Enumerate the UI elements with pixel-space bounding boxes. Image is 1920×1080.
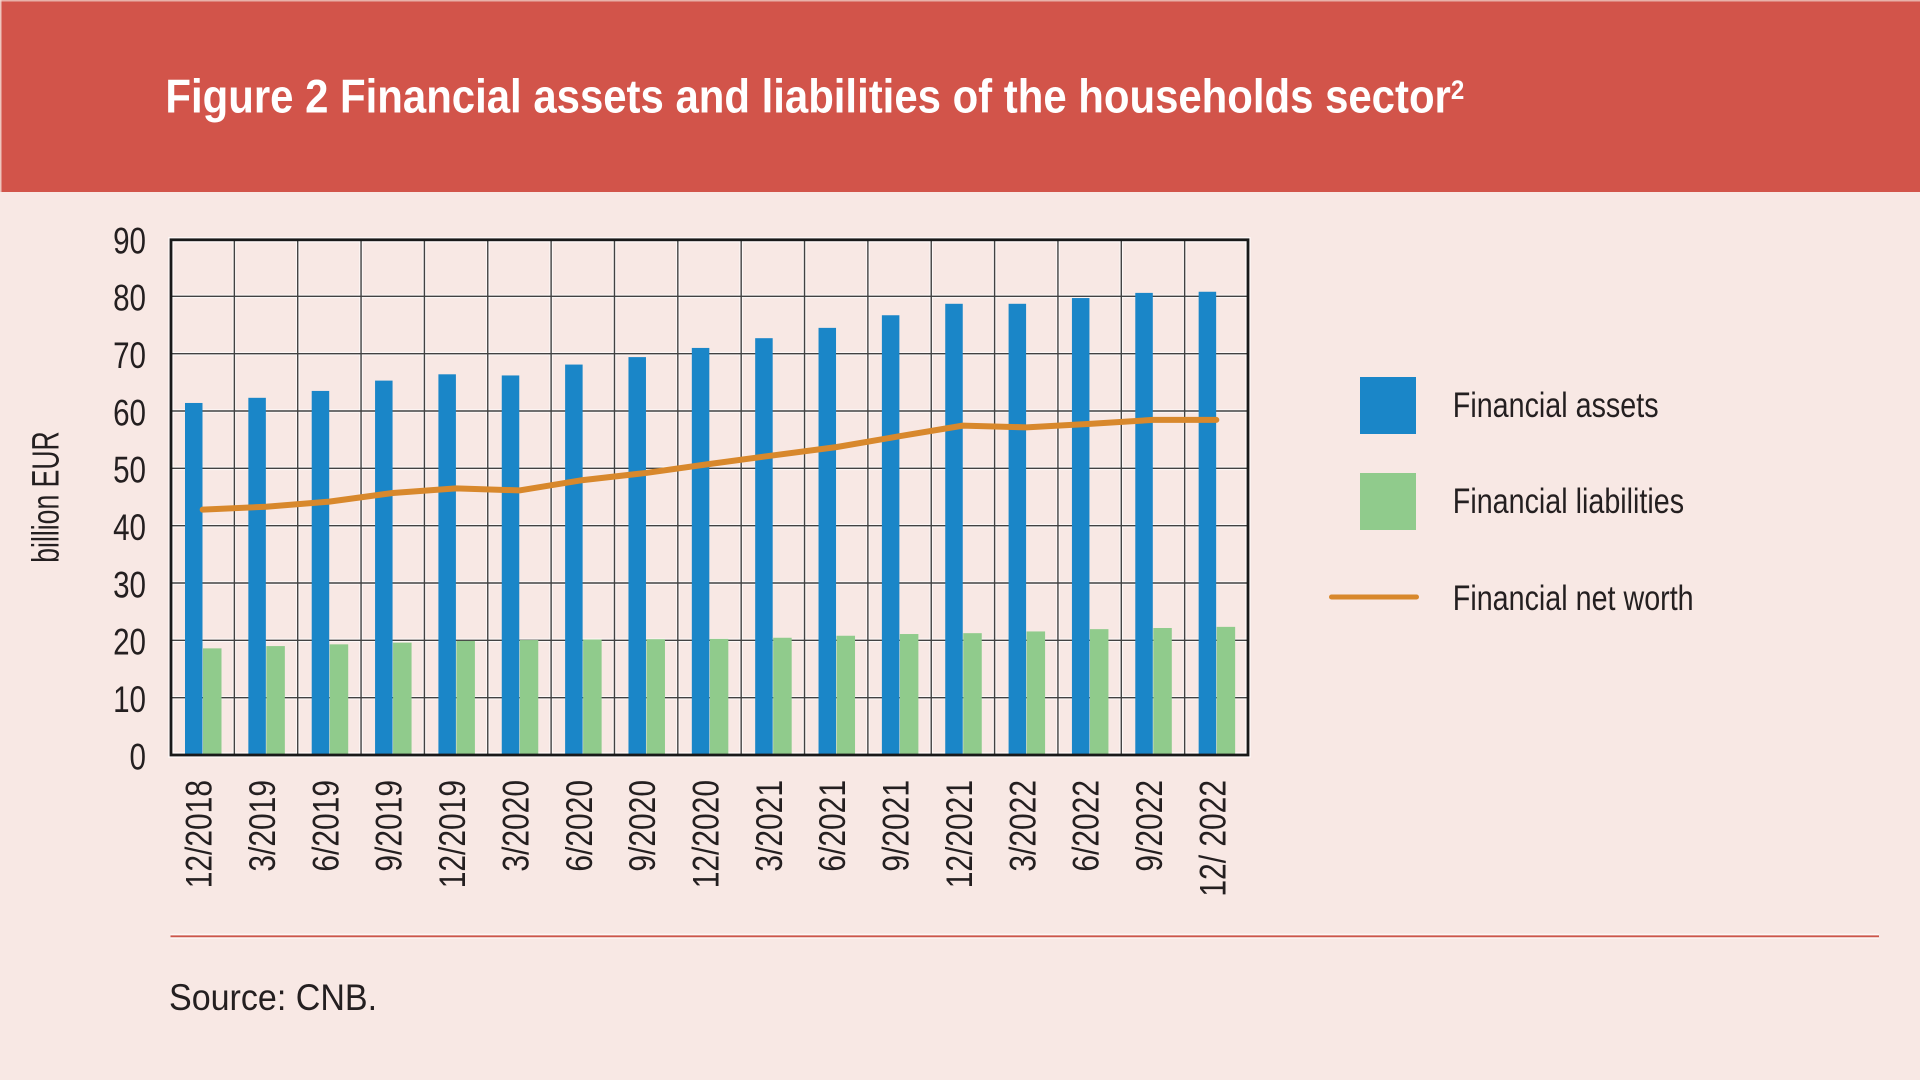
svg-text:12/ 2022: 12/ 2022	[1193, 780, 1234, 897]
svg-text:9/2021: 9/2021	[877, 780, 918, 872]
svg-text:12/2019: 12/2019	[433, 780, 474, 888]
svg-text:Source: CNB.: Source: CNB.	[169, 977, 377, 1019]
svg-text:9/2019: 9/2019	[370, 780, 411, 872]
svg-text:Financial assets: Financial assets	[1453, 385, 1659, 424]
svg-text:70: 70	[113, 336, 146, 377]
svg-text:Financial net worth: Financial net worth	[1453, 578, 1694, 617]
svg-text:50: 50	[113, 451, 146, 492]
svg-text:6/2021: 6/2021	[813, 780, 854, 872]
svg-text:80: 80	[113, 279, 146, 320]
svg-text:9/2022: 9/2022	[1130, 780, 1171, 872]
svg-text:3/2020: 3/2020	[497, 780, 538, 872]
svg-text:3/2019: 3/2019	[243, 780, 284, 872]
svg-text:40: 40	[113, 508, 146, 549]
svg-text:90: 90	[113, 221, 146, 262]
svg-text:20: 20	[113, 623, 146, 664]
svg-text:10: 10	[113, 680, 146, 721]
svg-text:billion EUR: billion EUR	[24, 431, 67, 563]
svg-text:60: 60	[113, 393, 146, 434]
svg-text:Figure 2 Financial assets and: Figure 2 Financial assets and liabilitie…	[165, 71, 1464, 123]
svg-text:6/2019: 6/2019	[307, 780, 348, 872]
svg-text:3/2022: 3/2022	[1003, 780, 1044, 872]
svg-text:12/2018: 12/2018	[180, 780, 221, 888]
svg-text:3/2021: 3/2021	[750, 780, 791, 872]
svg-text:12/2020: 12/2020	[687, 780, 728, 888]
svg-text:6/2020: 6/2020	[560, 780, 601, 872]
svg-text:9/2020: 9/2020	[623, 780, 664, 872]
svg-text:30: 30	[113, 565, 146, 606]
svg-text:12/2021: 12/2021	[940, 780, 981, 888]
svg-text:6/2022: 6/2022	[1067, 780, 1108, 872]
svg-text:0: 0	[130, 737, 146, 778]
svg-text:Financial liabilities: Financial liabilities	[1453, 481, 1684, 520]
